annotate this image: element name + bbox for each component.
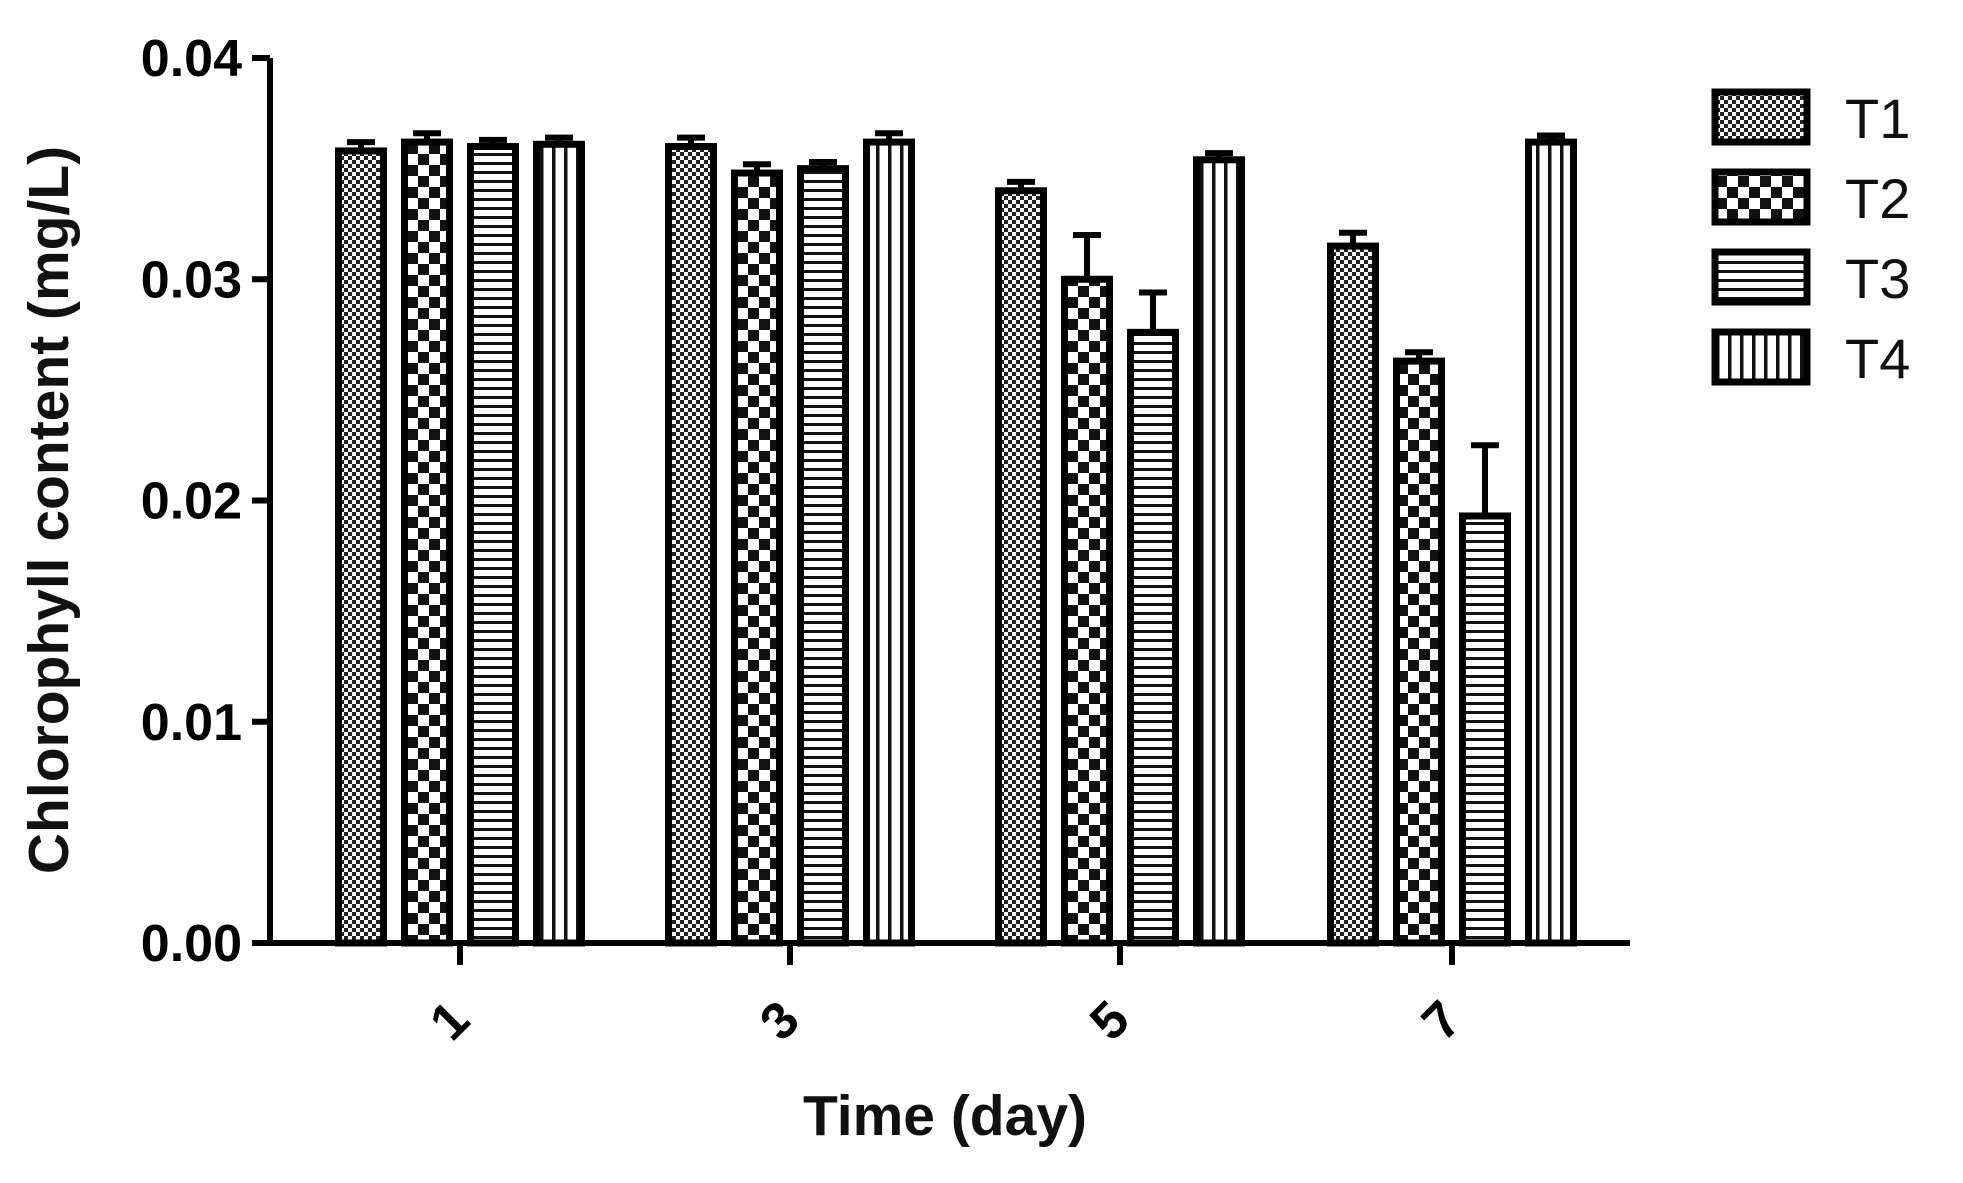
- legend-item-t3: T3: [1711, 247, 1910, 310]
- bar-t1-day-7: [1327, 242, 1379, 947]
- x-axis-title: Time (day): [803, 1084, 1087, 1148]
- x-tick-label: 1: [419, 990, 480, 1051]
- y-tick-label: 0.00: [141, 915, 242, 973]
- bar-t1-day-5: [995, 187, 1047, 947]
- x-tick-label: 7: [1411, 990, 1472, 1051]
- legend-item-t4: T4: [1711, 327, 1910, 390]
- error-bar-t1-day-7: [1339, 229, 1367, 247]
- error-bar-t3-day-3: [809, 158, 837, 169]
- legend-swatch: [1711, 168, 1811, 226]
- error-bar-t1-day-5: [1007, 178, 1035, 191]
- y-tick-label: 0.01: [141, 694, 242, 752]
- error-bar-t2-day-7: [1405, 349, 1433, 362]
- legend-label: T1: [1845, 87, 1910, 150]
- error-bar-t2-day-1: [413, 130, 441, 143]
- legend-swatch: [1711, 248, 1811, 306]
- error-bar-t3-day-7: [1471, 442, 1499, 516]
- error-bar-t3-day-1: [479, 136, 507, 147]
- bar-t3-day-7: [1459, 512, 1511, 947]
- bar-t2-day-5: [1061, 275, 1113, 947]
- error-bar-t2-day-3: [743, 161, 771, 174]
- error-bar-t1-day-1: [347, 139, 375, 151]
- error-bar-t4-day-1: [545, 134, 573, 145]
- legend-item-t1: T1: [1711, 87, 1910, 150]
- bar-t2-day-1: [401, 138, 453, 947]
- bar-t2-day-7: [1393, 357, 1445, 947]
- error-bar-t2-day-5: [1073, 232, 1101, 280]
- error-bar-t3-day-5: [1139, 289, 1167, 333]
- bar-t3-day-3: [797, 165, 849, 947]
- legend: T1 T2 T3 T4: [1711, 87, 1910, 390]
- bar-t4-day-7: [1525, 138, 1577, 947]
- bar-t2-day-3: [731, 169, 783, 947]
- legend-swatch: [1711, 88, 1811, 146]
- error-bar-t1-day-3: [677, 134, 705, 147]
- legend-label: T4: [1845, 327, 1910, 390]
- y-tick-label: 0.03: [141, 251, 242, 309]
- legend-label: T3: [1845, 247, 1910, 310]
- legend-item-t2: T2: [1711, 167, 1910, 230]
- bar-t4-day-5: [1193, 156, 1245, 947]
- bar-t4-day-3: [863, 138, 915, 947]
- x-tick-label: 5: [1079, 990, 1140, 1051]
- legend-swatch: [1711, 328, 1811, 386]
- bar-t3-day-5: [1127, 328, 1179, 947]
- error-bar-t4-day-5: [1205, 150, 1233, 160]
- bar-t4-day-1: [533, 140, 585, 947]
- x-tick-label: 3: [749, 990, 810, 1051]
- bar-t1-day-3: [665, 143, 717, 947]
- bar-t1-day-1: [335, 147, 387, 947]
- error-bar-t4-day-7: [1537, 132, 1565, 143]
- bars-layer: [335, 130, 1577, 947]
- y-axis-title: Chlorophyll content (mg/L): [17, 146, 81, 874]
- legend-label: T2: [1845, 167, 1910, 230]
- y-tick-label: 0.04: [141, 30, 242, 88]
- error-bar-t4-day-3: [875, 130, 903, 143]
- bar-t3-day-1: [467, 143, 519, 947]
- y-tick-label: 0.02: [141, 473, 242, 531]
